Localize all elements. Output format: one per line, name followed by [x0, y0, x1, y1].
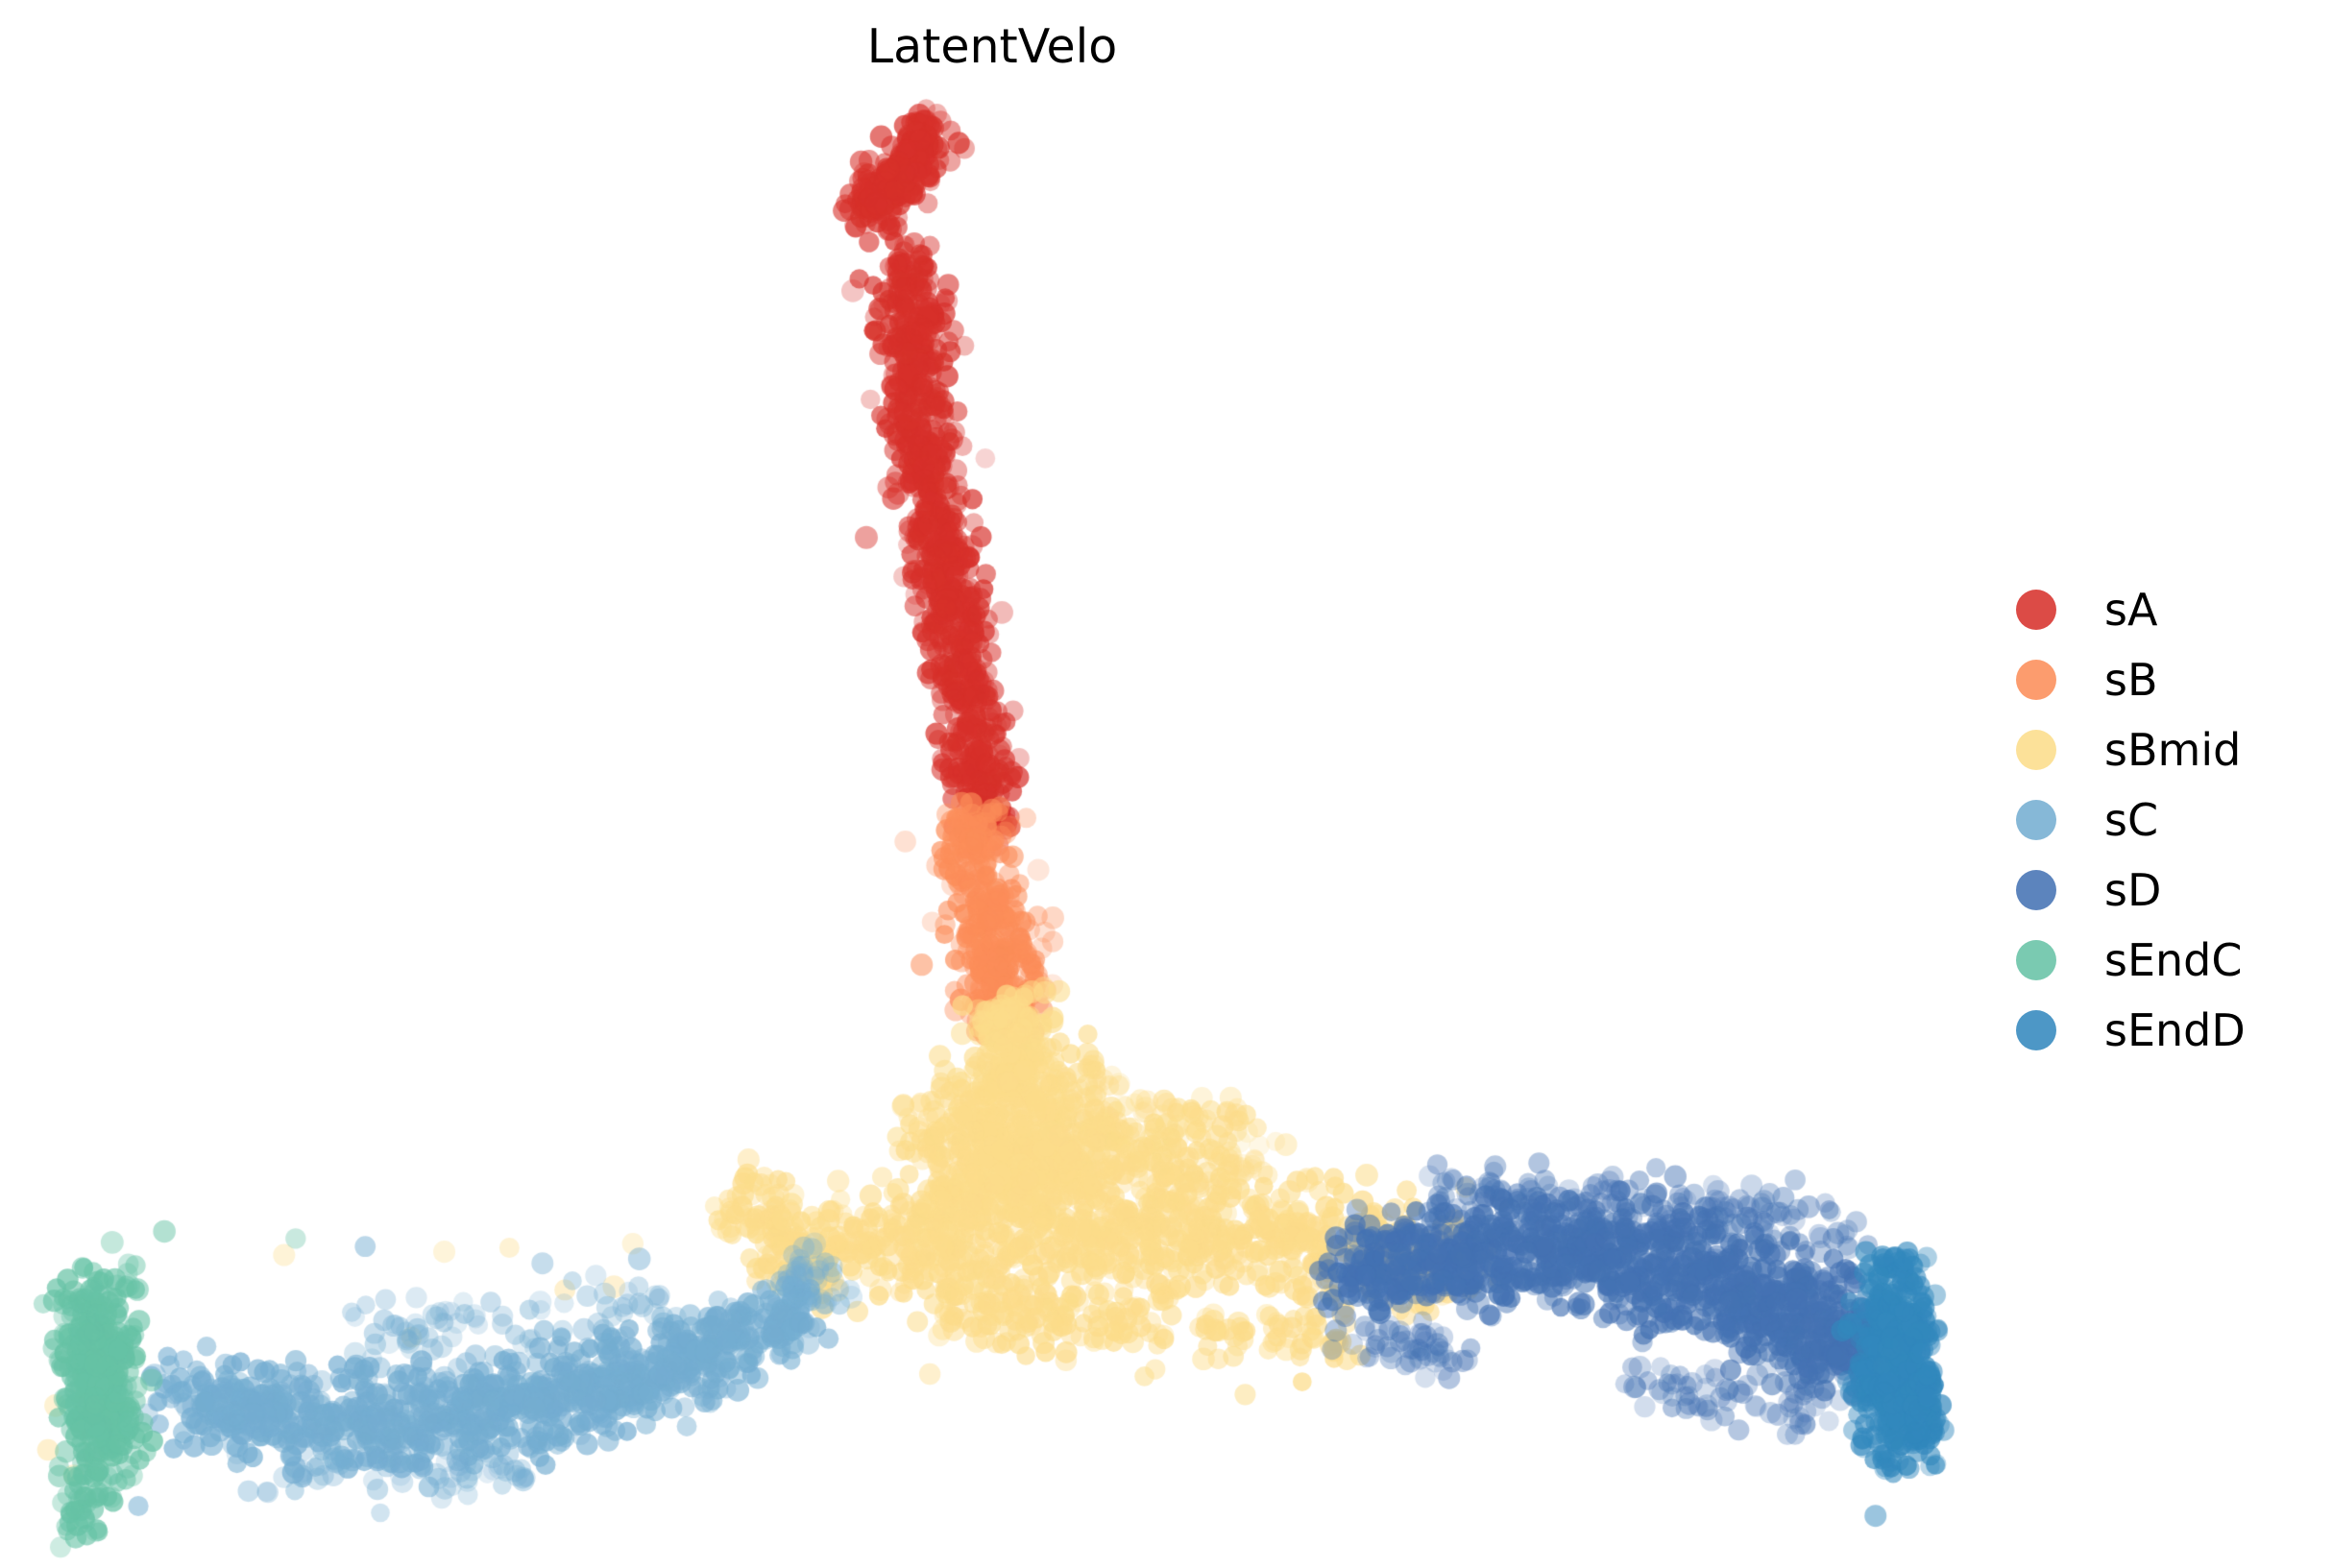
legend-label: sD: [2104, 863, 2162, 916]
legend-label: sA: [2104, 583, 2158, 636]
legend-item: sBmid: [2016, 714, 2246, 784]
legend-label: sEndC: [2104, 933, 2243, 986]
legend-swatch-icon: [2016, 589, 2056, 630]
legend-label: sEndD: [2104, 1003, 2246, 1056]
legend-swatch-icon: [2016, 729, 2056, 770]
legend-swatch-icon: [2016, 869, 2056, 910]
legend-swatch-icon: [2016, 939, 2056, 980]
plot-title: LatentVelo: [866, 19, 1118, 74]
legend: sA sB sBmid sC sD sEndC sEndD: [2016, 574, 2246, 1065]
legend-label: sC: [2104, 793, 2159, 846]
legend-item: sC: [2016, 784, 2246, 855]
legend-item: sA: [2016, 574, 2246, 644]
legend-swatch-icon: [2016, 1009, 2056, 1050]
legend-item: sEndD: [2016, 995, 2246, 1065]
legend-label: sBmid: [2104, 723, 2242, 776]
legend-item: sD: [2016, 855, 2246, 925]
legend-item: sB: [2016, 644, 2246, 714]
legend-label: sB: [2104, 653, 2158, 706]
legend-item: sEndC: [2016, 925, 2246, 995]
legend-swatch-icon: [2016, 659, 2056, 700]
legend-swatch-icon: [2016, 799, 2056, 840]
